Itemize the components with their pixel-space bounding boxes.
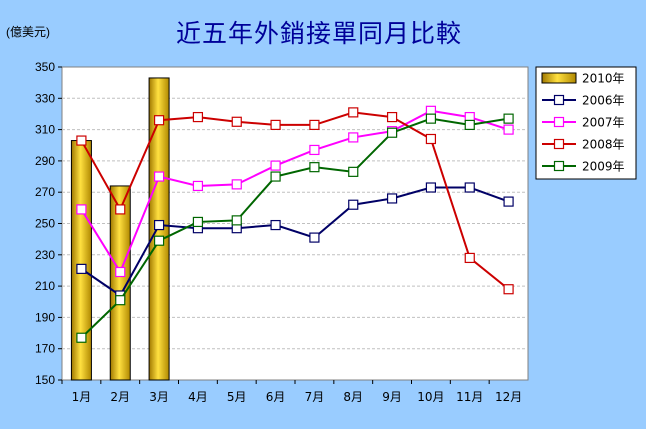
- series-marker: [386, 127, 398, 138]
- y-tick-label: 310: [35, 123, 55, 137]
- series-marker: [348, 132, 359, 143]
- line-series-group: [76, 105, 514, 343]
- x-tick-label: 3月: [149, 390, 169, 404]
- legend-label: 2009年: [582, 160, 625, 174]
- series-marker: [386, 193, 398, 204]
- series-line: [80, 111, 510, 291]
- line-series: [76, 113, 514, 343]
- series-marker: [76, 204, 87, 215]
- series-marker: [115, 266, 126, 278]
- x-tick-label: 5月: [227, 390, 247, 404]
- series-marker: [348, 199, 359, 210]
- chart-title: 近五年外銷接單同月比較: [176, 19, 462, 48]
- y-tick-label: 230: [35, 248, 55, 262]
- y-tick-label: 290: [35, 154, 55, 168]
- series-marker: [464, 182, 475, 193]
- series-marker: [270, 119, 281, 131]
- series-marker: [153, 219, 165, 231]
- y-tick-label: 210: [35, 279, 55, 293]
- legend-label: 2008年: [582, 138, 625, 152]
- series-marker: [309, 119, 320, 131]
- series-marker: [76, 135, 87, 146]
- legend-swatch: [541, 72, 577, 84]
- y-tick-label: 170: [35, 342, 55, 356]
- series-marker: [503, 284, 514, 295]
- legend: 2010年 2006年 2007年 2008年 2009年: [535, 66, 637, 180]
- legend-label: 2006年: [582, 94, 625, 108]
- series-marker: [348, 166, 359, 177]
- series-marker: [503, 196, 514, 207]
- line-series: [76, 182, 514, 301]
- series-marker: [153, 171, 165, 182]
- series-marker: [464, 252, 475, 264]
- series-marker: [503, 113, 514, 124]
- series-marker: [386, 111, 398, 123]
- y-unit-label: (億美元): [6, 25, 50, 39]
- x-tick-label: 8月: [343, 390, 363, 404]
- legend-marker: [553, 94, 565, 106]
- x-tick-label: 4月: [188, 390, 208, 404]
- y-tick-label: 150: [35, 373, 55, 387]
- series-marker: [270, 160, 281, 171]
- series-line: [80, 186, 509, 297]
- bar-2010: [109, 185, 131, 381]
- y-tick-label: 350: [35, 60, 55, 74]
- series-marker: [309, 232, 320, 243]
- series-marker: [464, 119, 475, 131]
- series-marker: [309, 162, 320, 173]
- series-marker: [425, 113, 437, 124]
- series-marker: [270, 219, 281, 231]
- y-tick-label: 250: [35, 217, 55, 231]
- series-marker: [270, 171, 281, 182]
- x-tick-label: 12月: [495, 390, 522, 404]
- legend-marker: [553, 138, 565, 150]
- series-marker: [192, 180, 204, 192]
- legend-label: 2010年: [582, 72, 625, 86]
- series-marker: [192, 111, 204, 123]
- series-marker: [115, 295, 126, 306]
- line-series: [76, 105, 514, 278]
- legend-marker: [553, 160, 565, 172]
- legend-marker: [553, 116, 565, 128]
- series-marker: [309, 144, 320, 156]
- bar-2010: [70, 140, 92, 381]
- x-tick-label: 1月: [72, 390, 92, 404]
- series-marker: [425, 133, 437, 145]
- series-marker: [153, 235, 165, 246]
- y-tick-label: 190: [35, 310, 55, 324]
- series-marker: [231, 215, 242, 226]
- series-marker: [115, 204, 126, 215]
- line-series: [76, 107, 514, 295]
- series-marker: [503, 124, 514, 135]
- x-tick-label: 9月: [382, 390, 402, 404]
- y-tick-label: 270: [35, 185, 55, 199]
- x-tick-label: 10月: [417, 390, 444, 404]
- series-marker: [425, 182, 437, 193]
- series-marker: [231, 116, 242, 127]
- x-tick-label: 7月: [305, 390, 325, 404]
- series-marker: [153, 115, 165, 126]
- series-marker: [76, 263, 87, 274]
- series-line: [80, 117, 509, 339]
- series-line: [80, 109, 509, 275]
- series-marker: [192, 216, 204, 228]
- y-tick-label: 330: [35, 91, 55, 105]
- series-marker: [76, 332, 87, 343]
- legend-label: 2007年: [582, 116, 625, 130]
- x-tick-label: 2月: [110, 390, 130, 404]
- series-marker: [231, 179, 242, 190]
- x-tick-label: 11月: [456, 390, 483, 404]
- x-tick-label: 6月: [266, 390, 286, 404]
- axes: 150 170 190 210 230 250 270 290 310 330 350 1月 2月 3月 4…: [35, 60, 522, 404]
- series-marker: [348, 107, 359, 118]
